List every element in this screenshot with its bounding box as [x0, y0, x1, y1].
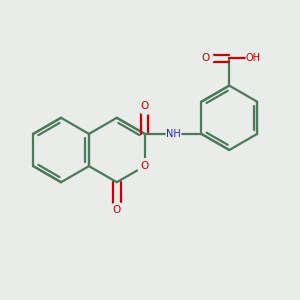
Text: OH: OH: [246, 53, 261, 63]
Text: O: O: [113, 205, 121, 214]
Text: O: O: [141, 100, 149, 111]
Text: NH: NH: [166, 129, 180, 139]
Text: O: O: [141, 161, 149, 171]
Text: O: O: [201, 53, 209, 63]
